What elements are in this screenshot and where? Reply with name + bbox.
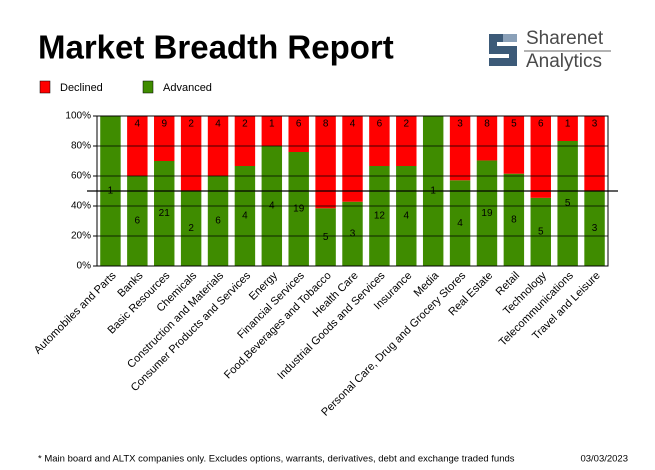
value-label: 5	[511, 119, 517, 130]
legend-label: Advanced	[163, 82, 212, 94]
y-tick-label: 60%	[71, 171, 91, 182]
value-label: 4	[350, 119, 356, 130]
bar-segment	[503, 173, 525, 266]
value-label: 19	[481, 208, 493, 219]
bar-segment	[154, 161, 175, 266]
logo-icon	[503, 34, 517, 42]
legend-swatch	[142, 80, 154, 94]
chart-title: Market Breadth Report	[38, 29, 394, 66]
value-label: 19	[293, 204, 305, 215]
value-label: 6	[296, 119, 302, 130]
bar-segment	[342, 116, 363, 202]
y-tick-label: 20%	[71, 231, 91, 242]
date: 03/03/2023	[580, 454, 628, 465]
value-label: 4	[457, 218, 463, 229]
value-label: 3	[457, 119, 463, 130]
bar-segment	[584, 191, 605, 266]
brand-name: Sharenet	[526, 28, 604, 49]
bar-segment	[288, 116, 309, 152]
footnote: * Main board and ALTX companies only. Ex…	[38, 454, 515, 465]
value-label: 21	[159, 208, 171, 219]
value-label: 2	[242, 119, 248, 130]
bar-segment	[369, 116, 390, 166]
value-label: 6	[215, 216, 221, 227]
bar-segment	[315, 116, 336, 209]
value-label: 4	[404, 211, 410, 222]
value-label: 2	[188, 119, 194, 130]
value-label: 5	[538, 227, 544, 238]
value-label: 3	[592, 223, 598, 234]
value-label: 12	[374, 211, 386, 222]
value-label: 1	[269, 119, 275, 130]
value-label: 5	[565, 198, 571, 209]
bar-segment	[584, 116, 605, 191]
logo: Sharenet Analytics	[487, 28, 611, 72]
value-label: 1	[565, 119, 571, 130]
value-label: 9	[161, 119, 167, 130]
bar-segment	[342, 201, 363, 266]
bar-segment	[530, 116, 551, 198]
bar-segment	[476, 160, 498, 266]
bar-segment	[180, 191, 202, 266]
y-tick-label: 0%	[77, 261, 92, 272]
bar-segment	[449, 116, 471, 181]
y-tick-label: 80%	[71, 141, 91, 152]
bar-segment	[557, 116, 578, 141]
bar-segment	[449, 180, 471, 266]
x-tick-label: Automobiles and Parts	[32, 269, 119, 356]
bar-segment	[503, 116, 525, 174]
y-tick-label: 40%	[71, 201, 91, 212]
brand-tagline: Analytics	[526, 51, 602, 72]
value-label: 5	[323, 232, 329, 243]
bar-segment	[315, 208, 336, 266]
bar-segment	[207, 176, 229, 266]
value-label: 4	[242, 211, 248, 222]
value-label: 6	[538, 119, 544, 130]
value-label: 3	[350, 228, 356, 239]
bar-segment	[557, 141, 578, 266]
legend-label: Declined	[60, 82, 103, 94]
value-label: 4	[135, 119, 141, 130]
value-label: 8	[323, 119, 329, 130]
bar-segment	[288, 152, 309, 266]
bar-segment	[396, 116, 417, 166]
value-label: 2	[404, 119, 410, 130]
bar-segment	[261, 116, 283, 146]
y-tick-label: 100%	[65, 111, 91, 122]
bar-segment	[127, 176, 148, 266]
value-label: 3	[592, 119, 598, 130]
value-label: 6	[377, 119, 383, 130]
legend-swatch	[39, 80, 51, 94]
value-label: 6	[135, 216, 141, 227]
plot-border	[96, 115, 609, 267]
bar-segment	[154, 116, 175, 161]
value-label: 2	[188, 223, 194, 234]
value-label: 8	[511, 214, 517, 225]
value-label: 8	[484, 119, 490, 130]
bar-segment	[476, 116, 498, 161]
bar-segment	[530, 197, 551, 266]
bar-segment	[180, 116, 202, 191]
value-label: 4	[215, 119, 221, 130]
bar-segment	[234, 116, 256, 166]
